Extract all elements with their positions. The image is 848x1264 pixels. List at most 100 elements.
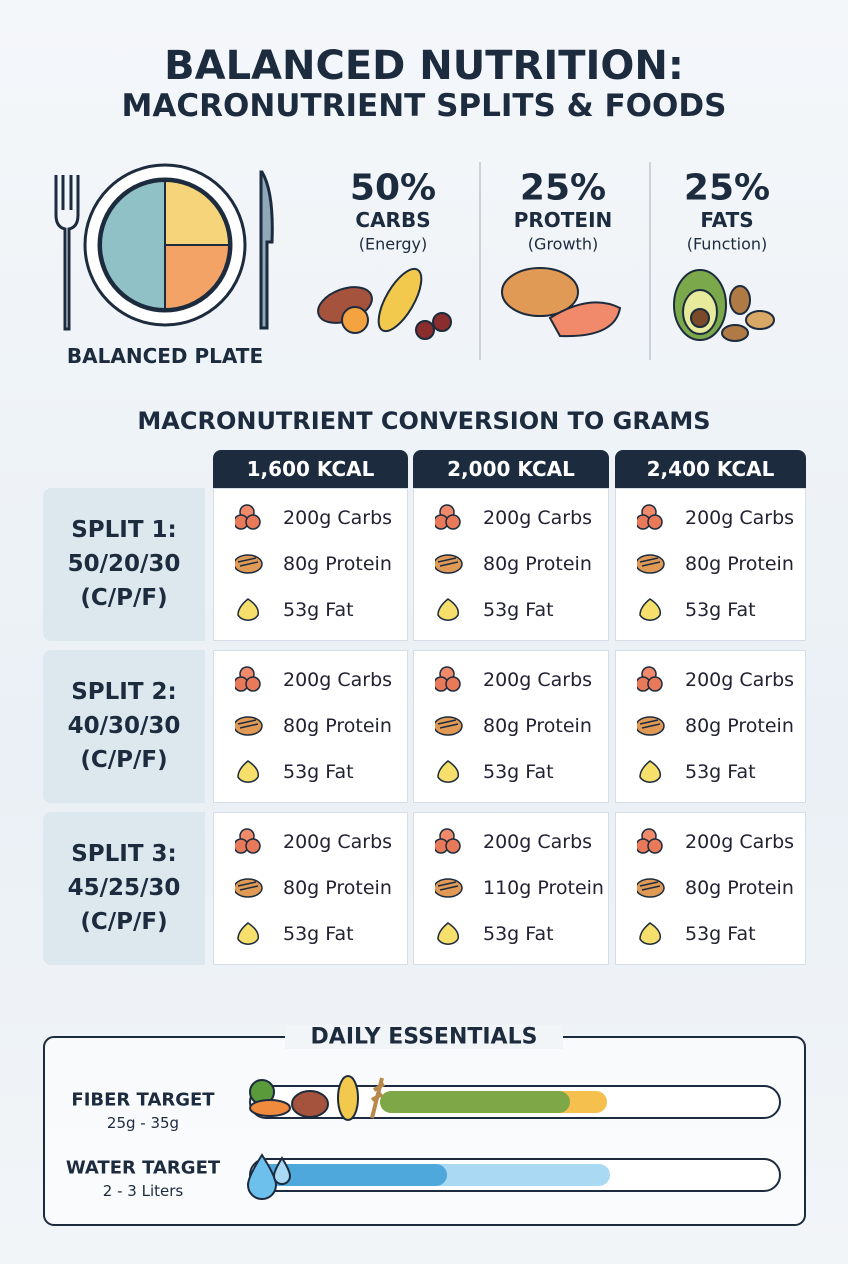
food-icon [433,828,461,854]
macro-role: (Growth) [527,234,599,254]
food-icon [433,666,461,692]
cell-text: 53g Fat [685,761,756,783]
row-label: 50/20/30 [67,551,181,577]
row-label: (C/P/F) [80,585,168,611]
food-icon [639,598,662,621]
row-label: 40/30/30 [67,713,181,739]
food-icon [233,666,261,692]
cell-text: 53g Fat [283,599,354,621]
row-label: SPLIT 2: [71,679,177,705]
food-icon [635,666,663,692]
essential-label: WATER TARGET [65,1157,221,1179]
row-label: SPLIT 3: [71,841,177,867]
cell-text: 80g Protein [685,877,794,899]
subtitle: MACRONUTRIENT SPLITS & FOODS [121,88,727,124]
carb-foods [317,267,452,340]
cell-icon [233,828,263,856]
cell-text: 53g Fat [283,923,354,945]
cell-icon [433,666,463,694]
cell-icon [433,874,463,902]
essentials-title: DAILY ESSENTIALS [310,1024,538,1050]
food-icon [437,598,460,621]
food-icon [237,922,260,945]
cell-text: 110g Protein [483,877,604,899]
cell-icon [635,550,665,578]
column-header [615,450,806,488]
cell-text: 80g Protein [283,553,392,575]
food-icon [233,828,261,854]
food-icon [433,878,463,898]
food-icon [437,922,460,945]
food-icon [233,716,263,736]
cell-icon [435,758,463,786]
column-header-label: 2,000 KCAL [447,457,575,481]
cell-icon [235,758,263,786]
cell-text: 200g Carbs [483,507,593,529]
macro-name: PROTEIN [513,208,613,232]
cell-icon [235,596,263,624]
cell-text: 80g Protein [685,715,794,737]
row-label-panel [43,650,205,803]
cell-text: 53g Fat [685,923,756,945]
table-title: MACRONUTRIENT CONVERSION TO GRAMS [137,407,711,435]
cell-icon [235,920,263,948]
cell-text: 200g Carbs [483,669,593,691]
macro-percent: 25% [519,167,607,209]
macro-role: (Energy) [358,234,428,254]
protein-foods [501,267,622,338]
cell-text: 200g Carbs [283,507,393,529]
cell-icon [433,550,463,578]
row-label: SPLIT 1: [71,517,177,543]
cell-text: 53g Fat [685,599,756,621]
title: BALANCED NUTRITION: [164,43,684,89]
cell-icon [637,596,665,624]
cell-icon [233,712,263,740]
cell-icon [233,874,263,902]
cell-text: 53g Fat [483,599,554,621]
cell-icon [233,504,263,532]
row-label: 45/25/30 [67,875,181,901]
cell-text: 53g Fat [483,923,554,945]
column-header [213,450,408,488]
cell-icon [635,874,665,902]
fat-foods [673,269,775,342]
food-icon [433,504,461,530]
cell-text: 53g Fat [283,761,354,783]
food-icon [237,598,260,621]
cell-text: 200g Carbs [685,507,795,529]
macro-name: FATS [700,208,754,232]
cell-text: 80g Protein [483,553,592,575]
fiber-foods [249,1075,386,1121]
cell-text: 53g Fat [483,761,554,783]
cell-text: 200g Carbs [685,669,795,691]
row-label: (C/P/F) [80,909,168,935]
food-icon [233,504,261,530]
cell-icon [233,550,263,578]
cell-icon [637,920,665,948]
plate-label: BALANCED PLATE [66,344,264,368]
food-icon [635,716,665,736]
cell-icon [433,712,463,740]
cell-icon [635,828,665,856]
water-drops [246,1153,292,1200]
food-icon [635,554,665,574]
macro-name: CARBS [355,208,431,232]
food-icon [233,878,263,898]
food-icon [639,922,662,945]
food-icon [237,760,260,783]
cell-text: 200g Carbs [283,831,393,853]
essential-range: 2 - 3 Liters [102,1182,184,1200]
cell-icon [433,828,463,856]
cell-text: 200g Carbs [483,831,593,853]
cell-text: 80g Protein [483,715,592,737]
cell-icon [635,712,665,740]
food-icon [437,760,460,783]
cell-text: 200g Carbs [283,669,393,691]
cell-text: 80g Protein [283,877,392,899]
cell-icon [435,596,463,624]
cell-text: 80g Protein [685,553,794,575]
row-label: (C/P/F) [80,747,168,773]
macro-percent: 25% [683,167,771,209]
